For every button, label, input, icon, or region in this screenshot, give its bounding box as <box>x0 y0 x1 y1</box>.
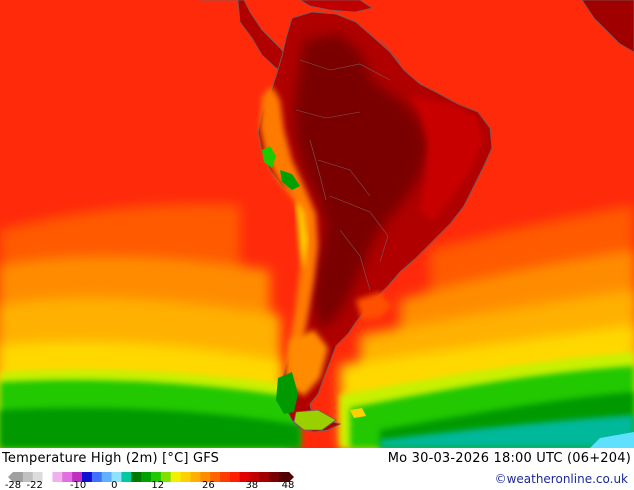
colorbar-tick-label: -10 <box>69 480 87 490</box>
colorbar-segment <box>210 472 221 482</box>
colorbar-segment <box>72 472 83 482</box>
land-patagonia-green <box>276 372 298 414</box>
map-title: Temperature High (2m) [°C] GFS <box>2 451 220 466</box>
colorbar-segment <box>200 472 211 482</box>
colorbar-segment <box>170 472 181 482</box>
land-falklands <box>350 408 366 418</box>
colorbar-segment <box>91 472 103 482</box>
ocean-band-cyan <box>590 432 634 448</box>
land-tierra-del-fuego <box>293 409 337 431</box>
color-scale-bar <box>8 472 294 482</box>
colorbar-segment <box>13 472 24 482</box>
colorbar-segment <box>101 472 112 482</box>
colorbar-segment <box>32 472 43 482</box>
colorbar-segment <box>52 472 63 482</box>
colorbar-segment <box>82 472 93 482</box>
colorbar-arrow-low <box>8 472 13 482</box>
colorbar-tick-label: 12 <box>151 480 165 490</box>
colorbar-segment <box>269 472 280 482</box>
colorbar-segment <box>249 472 260 482</box>
colorbar-segment <box>259 472 270 482</box>
land-caribbean-islands <box>299 0 373 13</box>
colorbar-segment <box>220 472 231 482</box>
land-andes-orange <box>260 86 318 396</box>
land-patagonia-orange <box>288 330 328 396</box>
land-andes-green-north <box>262 146 276 168</box>
colorbar-segment <box>229 472 241 482</box>
colorbar-segment <box>180 472 191 482</box>
colorbar-tick-label: -28 <box>4 480 22 490</box>
colorbar-segment <box>151 472 162 482</box>
colorbar-segment <box>22 472 34 482</box>
colorbar-segment <box>42 472 53 482</box>
colorbar-segment <box>62 472 73 482</box>
land-andes-yellow <box>296 200 308 270</box>
country-borders <box>295 39 401 291</box>
land-andes-green-mid <box>280 170 300 190</box>
colorbar-tick-label: 38 <box>245 480 259 490</box>
colorbar-segment <box>111 472 122 482</box>
land-east-brazil <box>410 96 484 222</box>
colorbar-arrow-high <box>289 472 294 482</box>
colorbar-segment <box>121 472 132 482</box>
colorbar-segment <box>239 472 250 482</box>
colorbar-tick-label: 48 <box>281 480 295 490</box>
colorbar-segment <box>190 472 201 482</box>
colorbar-segment <box>131 472 142 482</box>
temperature-map <box>0 0 634 448</box>
colorbar-segment <box>141 472 152 482</box>
land-interior-hottest <box>294 34 428 330</box>
land-africa-corner <box>581 0 634 53</box>
credit-link[interactable]: ©weatheronline.co.uk <box>494 472 628 486</box>
colorbar-tick-label: 26 <box>202 480 215 490</box>
colorbar-tick-label: 0 <box>111 480 118 490</box>
map-datetime: Mo 30-03-2026 18:00 UTC (06+204) <box>387 451 631 466</box>
colorbar-segment <box>160 472 172 482</box>
land-rio-plata-orange <box>356 292 392 320</box>
ocean-band-teal <box>380 415 634 448</box>
colorbar-tick-label: -22 <box>26 480 43 490</box>
colorbar-segment <box>279 472 290 482</box>
